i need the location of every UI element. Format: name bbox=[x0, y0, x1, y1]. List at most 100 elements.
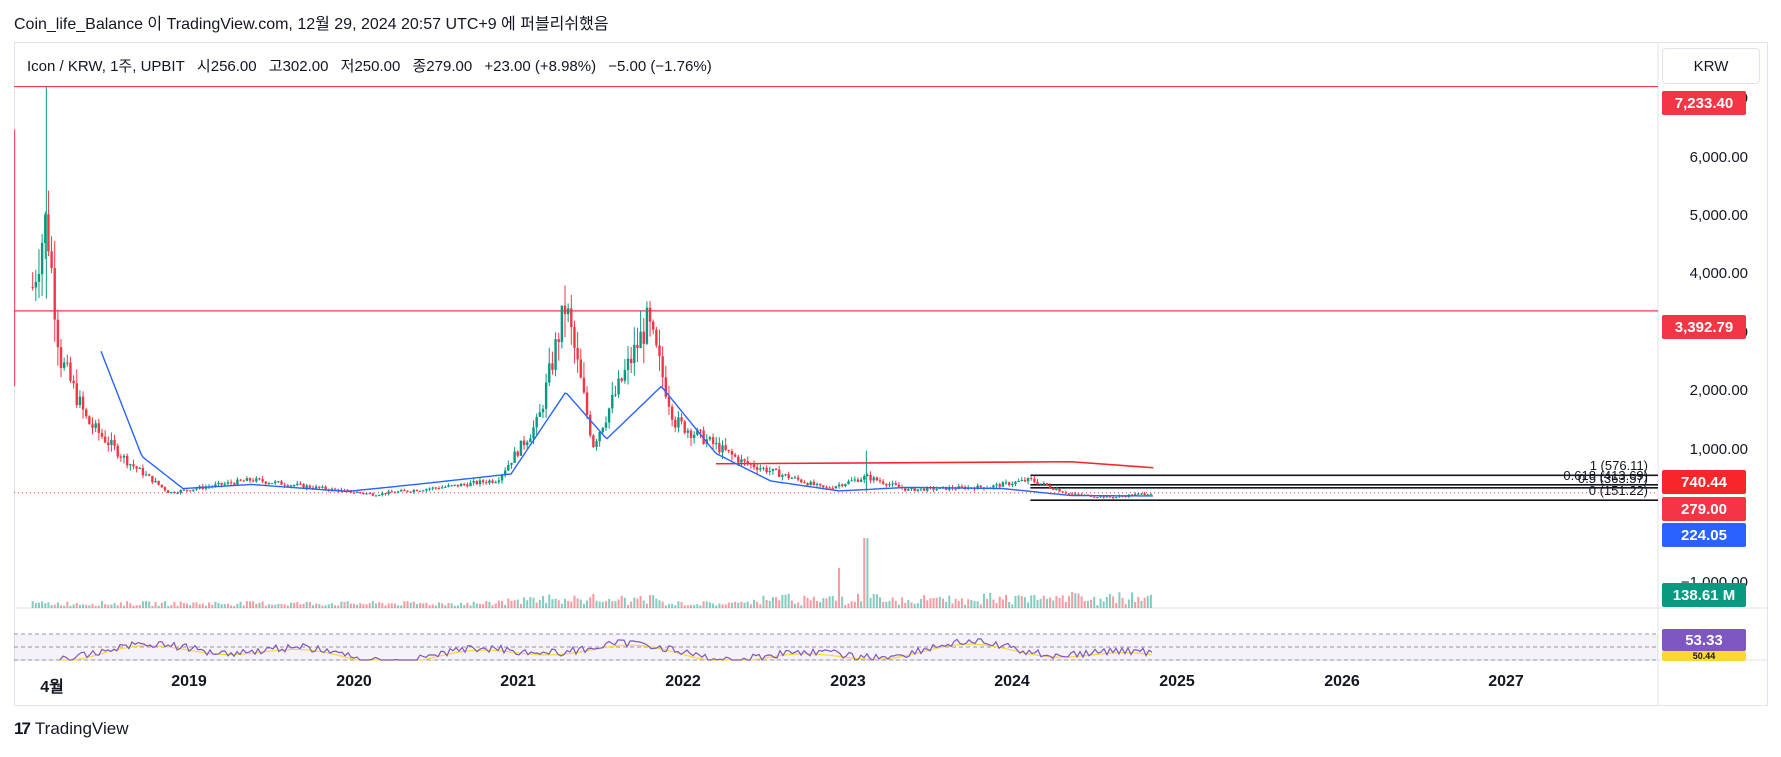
volume-bar bbox=[223, 604, 226, 608]
volume-bar bbox=[957, 600, 960, 608]
volume-bar bbox=[582, 603, 585, 608]
volume-bar bbox=[384, 605, 387, 608]
volume-bar bbox=[598, 601, 601, 608]
tag-level-mid: 3,392.79 bbox=[1662, 315, 1746, 339]
candle-body bbox=[34, 281, 38, 288]
candle-body bbox=[469, 482, 472, 487]
volume-bar bbox=[989, 592, 992, 608]
candle-body bbox=[1001, 482, 1005, 487]
candle-body bbox=[1096, 497, 1099, 499]
volume-bar bbox=[519, 603, 522, 608]
candle-body bbox=[629, 358, 633, 364]
candle-body bbox=[491, 480, 494, 483]
volume-bar bbox=[478, 603, 481, 608]
volume-bar bbox=[935, 597, 938, 608]
volume-bar bbox=[356, 604, 359, 608]
tradingview-logo[interactable]: 17 TradingView bbox=[14, 719, 128, 739]
candle-body bbox=[1111, 497, 1115, 499]
candle-body bbox=[343, 489, 346, 491]
volume-bar bbox=[730, 602, 733, 608]
volume-bar bbox=[107, 604, 110, 608]
volume-bar bbox=[979, 604, 982, 608]
volume-bar bbox=[992, 599, 995, 608]
candle-body bbox=[195, 488, 198, 490]
candle-body bbox=[1004, 482, 1008, 484]
volume-bar bbox=[938, 596, 941, 608]
candle-body bbox=[869, 475, 872, 481]
candle-body bbox=[166, 490, 170, 493]
volume-bar bbox=[1112, 596, 1115, 608]
volume-bar bbox=[444, 605, 447, 608]
candle-body bbox=[737, 456, 740, 463]
volume-bar bbox=[699, 605, 702, 608]
candle-body bbox=[1070, 493, 1074, 495]
volume-bar bbox=[173, 602, 176, 608]
volume-bar bbox=[667, 604, 670, 608]
volume-bar bbox=[1036, 599, 1039, 608]
candle-body bbox=[847, 481, 850, 485]
candle-body bbox=[251, 480, 255, 482]
tag-last-price: 279.00 bbox=[1662, 497, 1746, 521]
candle-body bbox=[365, 493, 368, 495]
candle-body bbox=[292, 485, 296, 487]
candle-body bbox=[922, 488, 926, 491]
candle-body bbox=[910, 487, 913, 489]
candle-body bbox=[1036, 481, 1039, 485]
candle-body bbox=[711, 437, 715, 445]
volume-bar bbox=[359, 603, 362, 608]
candle-body bbox=[510, 462, 513, 465]
volume-bar bbox=[809, 600, 812, 608]
volume-bar bbox=[148, 601, 151, 608]
y-tick-label: 5,000.00 bbox=[1689, 207, 1748, 224]
candle-body bbox=[56, 319, 60, 348]
candle-body bbox=[1077, 493, 1080, 495]
volume-bar bbox=[611, 601, 614, 608]
volume-bar bbox=[126, 601, 129, 608]
volume-bar bbox=[579, 599, 582, 608]
candle-body bbox=[418, 490, 422, 492]
candle-body bbox=[774, 468, 778, 470]
volume-bar bbox=[1093, 596, 1096, 608]
volume-bar bbox=[560, 603, 563, 608]
x-tick-label: 2026 bbox=[1324, 673, 1360, 690]
volume-bar bbox=[573, 595, 576, 608]
legend-symbol[interactable]: Icon / KRW, 1주, UPBIT bbox=[27, 58, 185, 75]
volume-bar bbox=[945, 601, 948, 608]
candle-body bbox=[872, 477, 875, 481]
volume-bar bbox=[901, 597, 904, 608]
volume-bar bbox=[879, 597, 882, 608]
candle-body bbox=[277, 481, 280, 483]
candle-body bbox=[708, 437, 712, 440]
symbol-legend: Icon / KRW, 1주, UPBIT 시256.00 고302.00 저2… bbox=[27, 55, 720, 76]
volume-bar bbox=[850, 601, 853, 608]
tradingview-logo-text: TradingView bbox=[34, 719, 129, 738]
candle-body bbox=[831, 487, 834, 489]
volume-bar bbox=[658, 600, 661, 608]
volume-bar bbox=[441, 603, 444, 608]
volume-bar bbox=[749, 604, 752, 608]
volume-bar bbox=[964, 604, 967, 608]
volume-bar bbox=[510, 600, 513, 608]
volume-bar bbox=[1137, 596, 1140, 608]
volume-bar bbox=[261, 601, 264, 608]
volume-bar bbox=[507, 598, 510, 608]
volume-bar bbox=[381, 603, 384, 608]
candle-body bbox=[78, 396, 82, 406]
volume-bar bbox=[734, 601, 737, 608]
candle-body bbox=[267, 483, 271, 485]
volume-bar bbox=[1127, 599, 1130, 608]
volume-bar bbox=[91, 603, 94, 608]
candle-body bbox=[746, 461, 749, 464]
candle-body bbox=[69, 362, 72, 381]
currency-button[interactable]: KRW bbox=[1662, 48, 1760, 84]
candle-body bbox=[324, 486, 327, 490]
volume-bar bbox=[267, 604, 270, 608]
volume-bar bbox=[245, 601, 248, 608]
candle-body bbox=[151, 475, 154, 483]
candle-body bbox=[979, 485, 983, 488]
candle-body bbox=[321, 486, 324, 488]
candle-body bbox=[1064, 492, 1068, 494]
volume-bar bbox=[589, 597, 592, 608]
candle-body bbox=[434, 487, 438, 489]
